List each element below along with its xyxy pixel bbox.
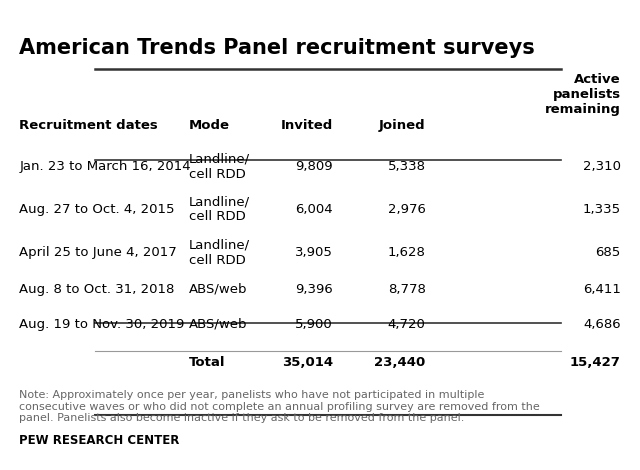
Text: 6,004: 6,004 — [295, 203, 333, 216]
Text: 15,427: 15,427 — [570, 356, 621, 369]
Text: 9,809: 9,809 — [295, 160, 333, 173]
Text: Aug. 27 to Oct. 4, 2015: Aug. 27 to Oct. 4, 2015 — [19, 203, 175, 216]
Text: Landline/
cell RDD: Landline/ cell RDD — [189, 239, 250, 267]
Text: 5,900: 5,900 — [295, 318, 333, 331]
Text: Recruitment dates: Recruitment dates — [19, 118, 158, 132]
Text: 35,014: 35,014 — [282, 356, 333, 369]
Text: 4,720: 4,720 — [388, 318, 426, 331]
Text: Landline/
cell RDD: Landline/ cell RDD — [189, 195, 250, 223]
Text: Total: Total — [189, 356, 225, 369]
Text: 9,396: 9,396 — [295, 282, 333, 296]
Text: Jan. 23 to March 16, 2014: Jan. 23 to March 16, 2014 — [19, 160, 191, 173]
Text: PEW RESEARCH CENTER: PEW RESEARCH CENTER — [19, 434, 180, 447]
Text: 2,310: 2,310 — [583, 160, 621, 173]
Text: American Trends Panel recruitment surveys: American Trends Panel recruitment survey… — [19, 38, 535, 58]
Text: ABS/web: ABS/web — [189, 282, 247, 296]
Text: 1,335: 1,335 — [582, 203, 621, 216]
Text: Active
panelists
remaining: Active panelists remaining — [545, 73, 621, 116]
Text: ABS/web: ABS/web — [189, 318, 247, 331]
Text: Joined: Joined — [379, 118, 426, 132]
Text: 4,686: 4,686 — [583, 318, 621, 331]
Text: 685: 685 — [596, 246, 621, 259]
Text: Mode: Mode — [189, 118, 230, 132]
Text: Landline/
cell RDD: Landline/ cell RDD — [189, 153, 250, 181]
Text: April 25 to June 4, 2017: April 25 to June 4, 2017 — [19, 246, 177, 259]
Text: Aug. 19 to Nov. 30, 2019: Aug. 19 to Nov. 30, 2019 — [19, 318, 184, 331]
Text: 2,976: 2,976 — [388, 203, 426, 216]
Text: Aug. 8 to Oct. 31, 2018: Aug. 8 to Oct. 31, 2018 — [19, 282, 175, 296]
Text: Invited: Invited — [280, 118, 333, 132]
Text: 1,628: 1,628 — [388, 246, 426, 259]
Text: Note: Approximately once per year, panelists who have not participated in multip: Note: Approximately once per year, panel… — [19, 390, 540, 423]
Text: 3,905: 3,905 — [295, 246, 333, 259]
Text: 5,338: 5,338 — [388, 160, 426, 173]
Text: 6,411: 6,411 — [583, 282, 621, 296]
Text: 23,440: 23,440 — [374, 356, 426, 369]
Text: 8,778: 8,778 — [388, 282, 426, 296]
